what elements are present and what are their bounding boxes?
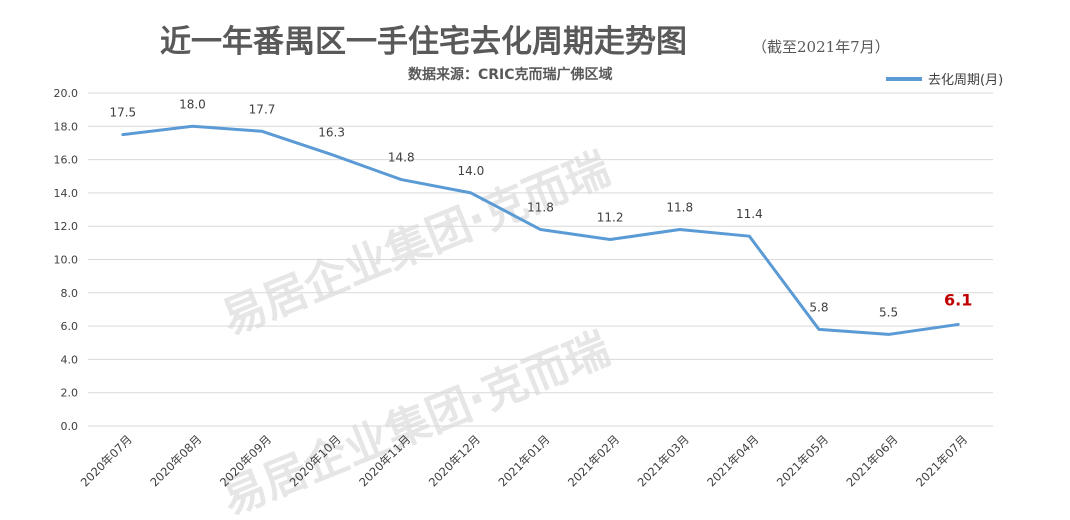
legend-label: 去化周期(月) — [928, 73, 1003, 88]
data-label: 11.8 — [527, 201, 554, 215]
x-axis: 2020年07月 2020年08月 2020年09月 2020年10月 2020年11月… — [78, 432, 971, 489]
y-tick-label: 6.0 — [61, 320, 79, 333]
x-tick-label: 2021年05月 — [774, 432, 831, 489]
data-label: 16.3 — [318, 126, 345, 140]
data-label: 14.0 — [458, 164, 485, 178]
data-label: 5.5 — [879, 305, 898, 319]
series-lines — [121, 124, 960, 336]
x-tick-label: 2021年06月 — [843, 432, 900, 489]
x-tick-label: 2021年02月 — [565, 432, 622, 489]
y-tick-label: 18.0 — [54, 120, 79, 133]
x-tick-label: 2021年01月 — [495, 432, 552, 489]
y-tick-label: 12.0 — [54, 220, 79, 233]
y-tick-label: 2.0 — [61, 387, 79, 400]
y-axis: 0.0 2.0 4.0 6.0 8.0 10.0 12.0 14.0 16.0 18.0 20.0 — [54, 87, 79, 433]
x-tick-label: 2021年04月 — [704, 432, 761, 489]
data-labels: 17.5 18.0 17.7 16.3 14.8 14.0 11.8 11.2 11.8 11.4… — [109, 97, 972, 319]
data-label: 14.8 — [388, 151, 415, 165]
y-tick-label: 14.0 — [54, 187, 79, 200]
watermark-text-1: 易居企业集团·克而瑞 — [215, 143, 617, 345]
watermark: 易居企业集团·克而瑞 易居企业集团·克而瑞 — [215, 143, 617, 520]
y-tick-label: 8.0 — [61, 287, 79, 300]
y-tick-label: 16.0 — [54, 154, 79, 167]
chart-subtitle: 数据来源：CRIC克而瑞广佛区域 — [408, 66, 613, 83]
data-label: 17.7 — [249, 102, 276, 116]
data-label: 11.8 — [666, 201, 693, 215]
data-label: 18.0 — [179, 97, 206, 111]
x-tick-label: 2020年08月 — [147, 432, 204, 489]
y-tick-label: 20.0 — [54, 87, 79, 100]
x-tick-label: 2020年07月 — [78, 432, 135, 489]
data-label: 11.2 — [597, 211, 624, 225]
series-line — [121, 124, 960, 336]
data-label: 11.4 — [736, 207, 763, 221]
watermark-text-2: 易居企业集团·克而瑞 — [215, 323, 617, 520]
gridlines — [88, 92, 993, 427]
y-tick-label: 0.0 — [61, 420, 79, 433]
data-label-highlight: 6.1 — [944, 290, 972, 309]
x-tick-label: 2021年03月 — [635, 432, 692, 489]
chart-title-note: （截至2021年7月） — [752, 38, 890, 56]
legend: 去化周期(月) — [886, 73, 1003, 88]
y-tick-label: 10.0 — [54, 254, 79, 267]
data-label: 17.5 — [109, 106, 136, 120]
y-tick-label: 4.0 — [61, 353, 79, 366]
x-tick-label: 2021年07月 — [913, 432, 970, 489]
chart-title: 近一年番禺区一手住宅去化周期走势图 — [160, 24, 687, 60]
data-label: 5.8 — [809, 300, 828, 314]
